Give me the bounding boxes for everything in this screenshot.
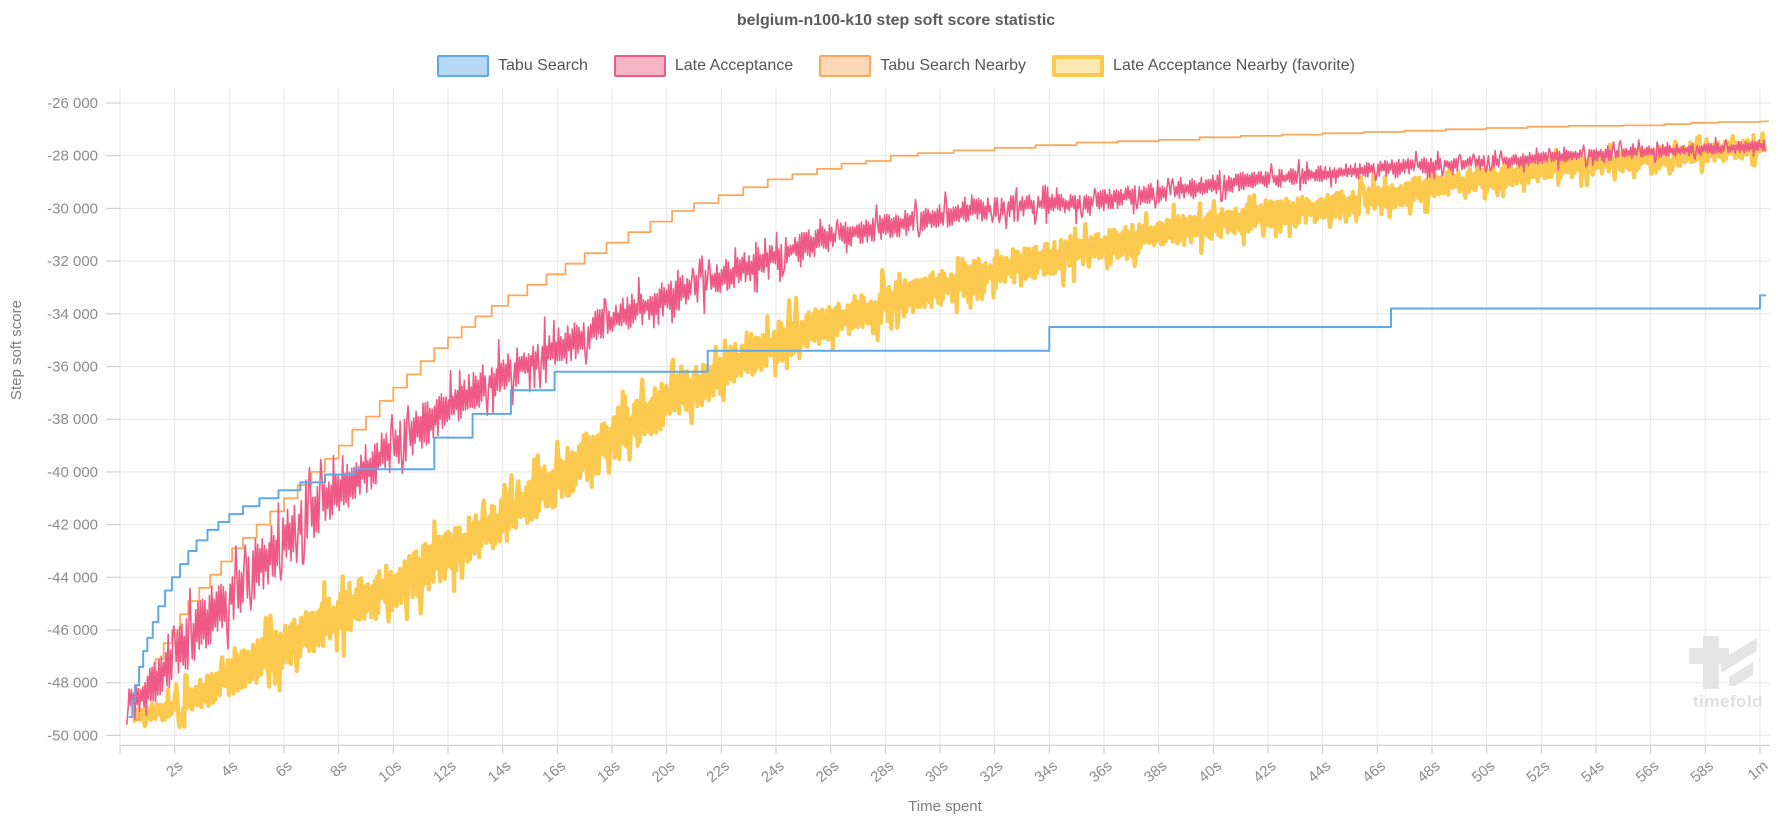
svg-text:20s: 20s [649, 757, 678, 786]
chart-title: belgium-n100-k10 step soft score statist… [736, 12, 1056, 29]
svg-text:6s: 6s [273, 757, 296, 780]
legend-swatch [819, 55, 872, 77]
svg-text:58s: 58s [1687, 757, 1716, 786]
series-group [126, 120, 1770, 730]
svg-text:18s: 18s [594, 757, 623, 786]
svg-text:-38 000: -38 000 [47, 411, 98, 428]
legend: Tabu Search Late Acceptance Tabu Search Ne… [0, 55, 1792, 77]
svg-text:16s: 16s [539, 757, 568, 786]
series-line-tabu-search [128, 294, 1767, 718]
x-tick-labels: 2s 4s 6s 8s 10s 12s 14s 16s 18s 20s 22s 24s 26s 28s 30… [163, 757, 1771, 786]
svg-text:10s: 10s [375, 757, 404, 786]
svg-text:4s: 4s [218, 757, 241, 780]
svg-text:12s: 12s [430, 757, 459, 786]
svg-text:-42 000: -42 000 [47, 517, 98, 534]
svg-text:42s: 42s [1250, 757, 1279, 786]
series-line-late-acceptance-nearby-favorite- [131, 131, 1768, 730]
svg-text:24s: 24s [758, 757, 787, 786]
svg-text:-34 000: -34 000 [47, 306, 98, 323]
svg-text:46s: 46s [1359, 757, 1388, 786]
legend-swatch [613, 55, 666, 77]
x-axis-title: Time spent [908, 798, 982, 815]
svg-text:8s: 8s [327, 757, 350, 780]
svg-text:2s: 2s [163, 757, 186, 780]
y-axis-title: Step soft score [8, 300, 25, 401]
series-line-late-acceptance [126, 136, 1766, 725]
gridlines [119, 88, 1770, 746]
svg-text:28s: 28s [867, 757, 896, 786]
svg-text:40s: 40s [1195, 757, 1224, 786]
svg-text:54s: 54s [1578, 757, 1607, 786]
series-line-tabu-search-nearby [132, 120, 1770, 721]
legend-item-late-acceptance[interactable]: Late Acceptance [613, 55, 794, 77]
svg-text:-44 000: -44 000 [47, 569, 98, 586]
svg-text:52s: 52s [1523, 757, 1552, 786]
timefold-logo-icon [1689, 636, 1757, 689]
svg-text:50s: 50s [1469, 757, 1498, 786]
legend-swatch [1052, 55, 1105, 77]
axes [106, 102, 1770, 754]
svg-text:56s: 56s [1633, 757, 1662, 786]
legend-item-late-acceptance-nearby-favorite-[interactable]: Late Acceptance Nearby (favorite) [1052, 55, 1355, 77]
legend-label: Late Acceptance [674, 57, 794, 74]
watermark-text: timefold [1692, 692, 1764, 711]
svg-text:38s: 38s [1141, 757, 1170, 786]
svg-text:14s: 14s [485, 757, 514, 786]
svg-text:34s: 34s [1031, 757, 1060, 786]
svg-text:-36 000: -36 000 [47, 359, 98, 376]
y-tick-labels: -26 000 -28 000 -30 000 -32 000 -34 000 -36 0… [47, 95, 98, 744]
svg-text:-40 000: -40 000 [47, 464, 98, 481]
svg-text:-28 000: -28 000 [47, 148, 98, 165]
svg-text:-30 000: -30 000 [47, 200, 98, 217]
svg-text:1m: 1m [1745, 757, 1772, 783]
svg-text:-32 000: -32 000 [47, 253, 98, 270]
legend-item-tabu-search[interactable]: Tabu Search [437, 55, 588, 77]
legend-label: Tabu Search Nearby [880, 57, 1027, 74]
legend-item-tabu-search-nearby[interactable]: Tabu Search Nearby [819, 55, 1026, 77]
svg-text:30s: 30s [922, 757, 951, 786]
svg-text:-46 000: -46 000 [47, 622, 98, 639]
svg-text:-50 000: -50 000 [47, 727, 98, 744]
svg-text:22s: 22s [703, 757, 732, 786]
legend-label: Tabu Search [498, 57, 588, 74]
svg-text:-26 000: -26 000 [47, 95, 98, 112]
svg-text:26s: 26s [813, 757, 842, 786]
svg-text:44s: 44s [1305, 757, 1334, 786]
svg-text:36s: 36s [1086, 757, 1115, 786]
svg-text:48s: 48s [1414, 757, 1443, 786]
legend-label: Late Acceptance Nearby (favorite) [1113, 57, 1355, 74]
legend-swatch [437, 55, 490, 77]
svg-text:-48 000: -48 000 [47, 675, 98, 692]
svg-text:32s: 32s [977, 757, 1006, 786]
